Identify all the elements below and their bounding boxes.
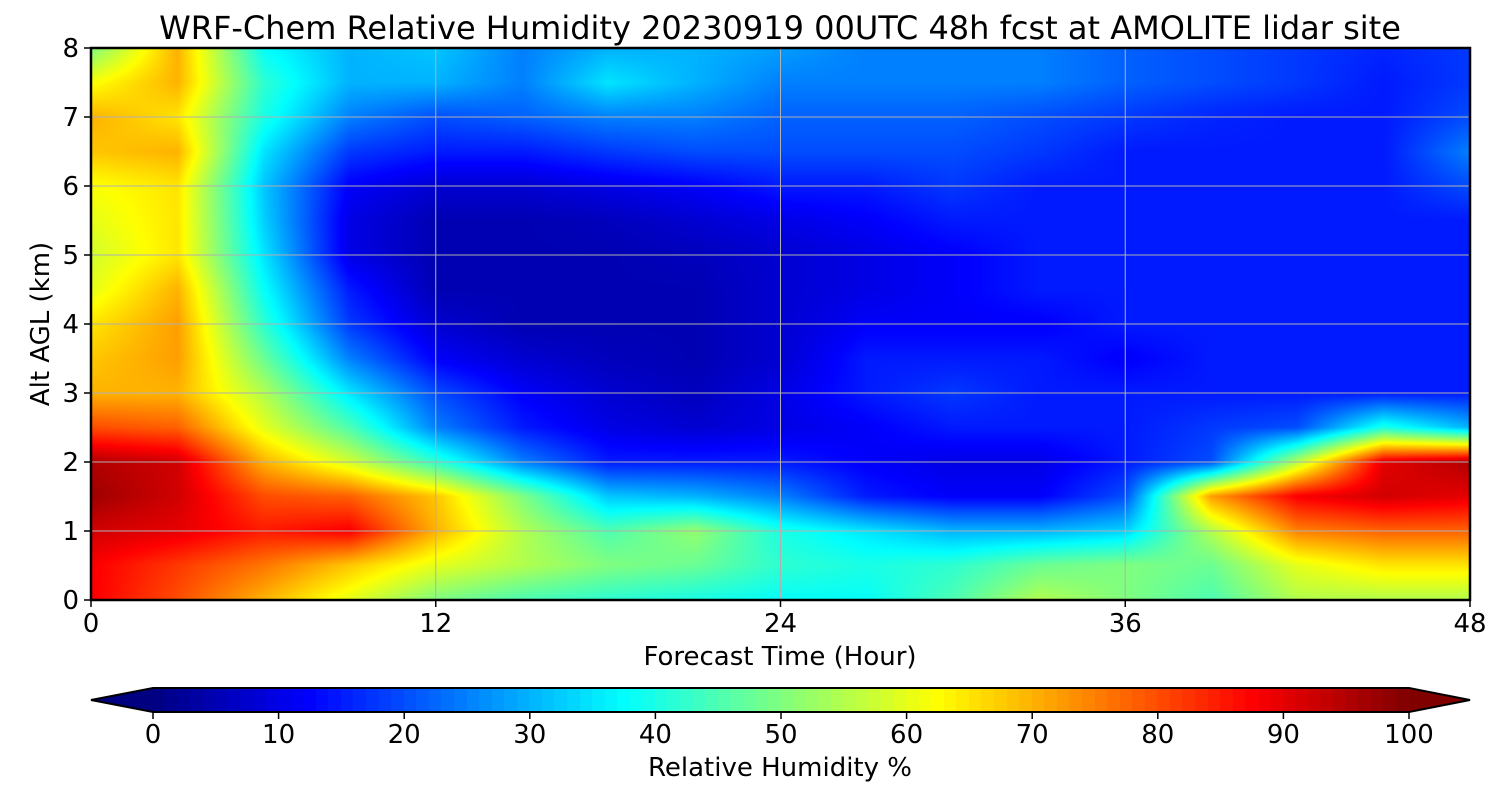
- colorbar-ticks: 0 10 20 30 40 50 60 70 80 90 100: [145, 712, 1434, 750]
- colorbar-tick-label: 50: [764, 720, 797, 750]
- colorbar-tick-label: 90: [1267, 720, 1300, 750]
- x-tick-label: 36: [1109, 609, 1142, 639]
- colorbar-tick-label: 30: [513, 720, 546, 750]
- y-tick-label: 7: [62, 103, 79, 133]
- y-tick-label: 2: [62, 448, 79, 478]
- y-tick-label: 8: [62, 34, 79, 64]
- y-tick-label: 1: [62, 517, 79, 547]
- x-tick-label: 0: [83, 609, 100, 639]
- colorbar: 0 10 20 30 40 50 60 70 80 90 100 Relative Humidity…: [90, 687, 1471, 783]
- colorbar-gradient: [153, 688, 1409, 712]
- y-tick-label: 4: [62, 310, 79, 340]
- y-tick-label: 0: [62, 586, 79, 616]
- y-tick-label: 5: [62, 241, 79, 271]
- chart-title: WRF-Chem Relative Humidity 20230919 00UT…: [159, 9, 1401, 47]
- colorbar-label: Relative Humidity %: [648, 753, 912, 783]
- colorbar-tick-label: 0: [145, 720, 162, 750]
- x-tick-label: 24: [764, 609, 797, 639]
- colorbar-tick-label: 70: [1016, 720, 1049, 750]
- colorbar-tick-label: 100: [1384, 720, 1434, 750]
- colorbar-extend-max: [1409, 688, 1470, 712]
- y-axis-ticks: 0 1 2 3 4 5 6 7 8: [62, 34, 91, 616]
- x-tick-label: 48: [1453, 609, 1486, 639]
- colorbar-tick-label: 80: [1141, 720, 1174, 750]
- y-axis-label: Alt AGL (km): [26, 242, 56, 406]
- y-tick-label: 6: [62, 172, 79, 202]
- x-axis-ticks: 0 12 24 36 48: [83, 600, 1487, 639]
- colorbar-tick-label: 20: [388, 720, 421, 750]
- colorbar-tick-label: 60: [890, 720, 923, 750]
- colorbar-tick-label: 10: [262, 720, 295, 750]
- colorbar-extend-min: [91, 688, 153, 712]
- x-axis-label: Forecast Time (Hour): [643, 642, 916, 672]
- colorbar-tick-label: 40: [639, 720, 672, 750]
- x-tick-label: 12: [419, 609, 452, 639]
- y-tick-label: 3: [62, 379, 79, 409]
